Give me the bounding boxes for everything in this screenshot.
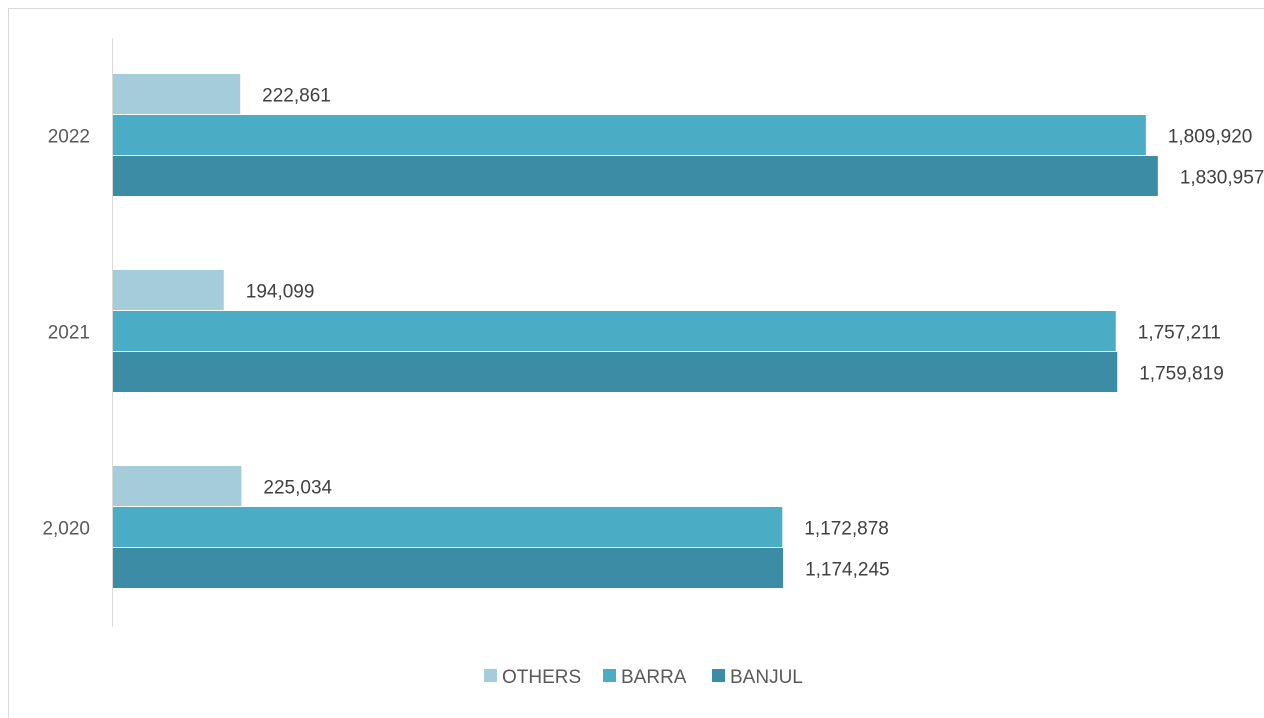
category-label: 2021 — [48, 323, 90, 344]
bar-barra — [113, 115, 1146, 155]
bar-barra — [113, 311, 1116, 351]
bar-others — [113, 270, 224, 310]
bar-others — [113, 74, 240, 114]
category-label: 2,020 — [42, 519, 90, 540]
legend-swatch-others — [484, 669, 497, 682]
data-label: 1,172,878 — [804, 519, 889, 540]
bar-banjul — [113, 156, 1158, 196]
data-label: 1,759,819 — [1139, 364, 1224, 385]
data-label: 1,830,957 — [1180, 168, 1264, 189]
legend-swatch-banjul — [712, 669, 725, 682]
data-label: 225,034 — [263, 478, 332, 499]
data-label: 1,809,920 — [1168, 127, 1253, 148]
data-label: 1,757,211 — [1138, 323, 1221, 344]
category-label: 2022 — [48, 127, 90, 148]
bars-group — [113, 74, 1158, 588]
data-label: 194,099 — [246, 282, 315, 303]
legend: OTHERS BARRA BANJUL — [484, 667, 803, 688]
legend-swatch-barra — [603, 669, 616, 682]
legend-label-others: OTHERS — [502, 667, 581, 688]
bar-others — [113, 466, 241, 506]
legend-label-barra: BARRA — [621, 667, 687, 688]
bar-barra — [113, 507, 782, 547]
data-label: 222,861 — [262, 86, 331, 107]
bar-banjul — [113, 352, 1117, 392]
data-label: 1,174,245 — [805, 560, 890, 581]
legend-label-banjul: BANJUL — [730, 667, 803, 688]
bar-banjul — [113, 548, 783, 588]
